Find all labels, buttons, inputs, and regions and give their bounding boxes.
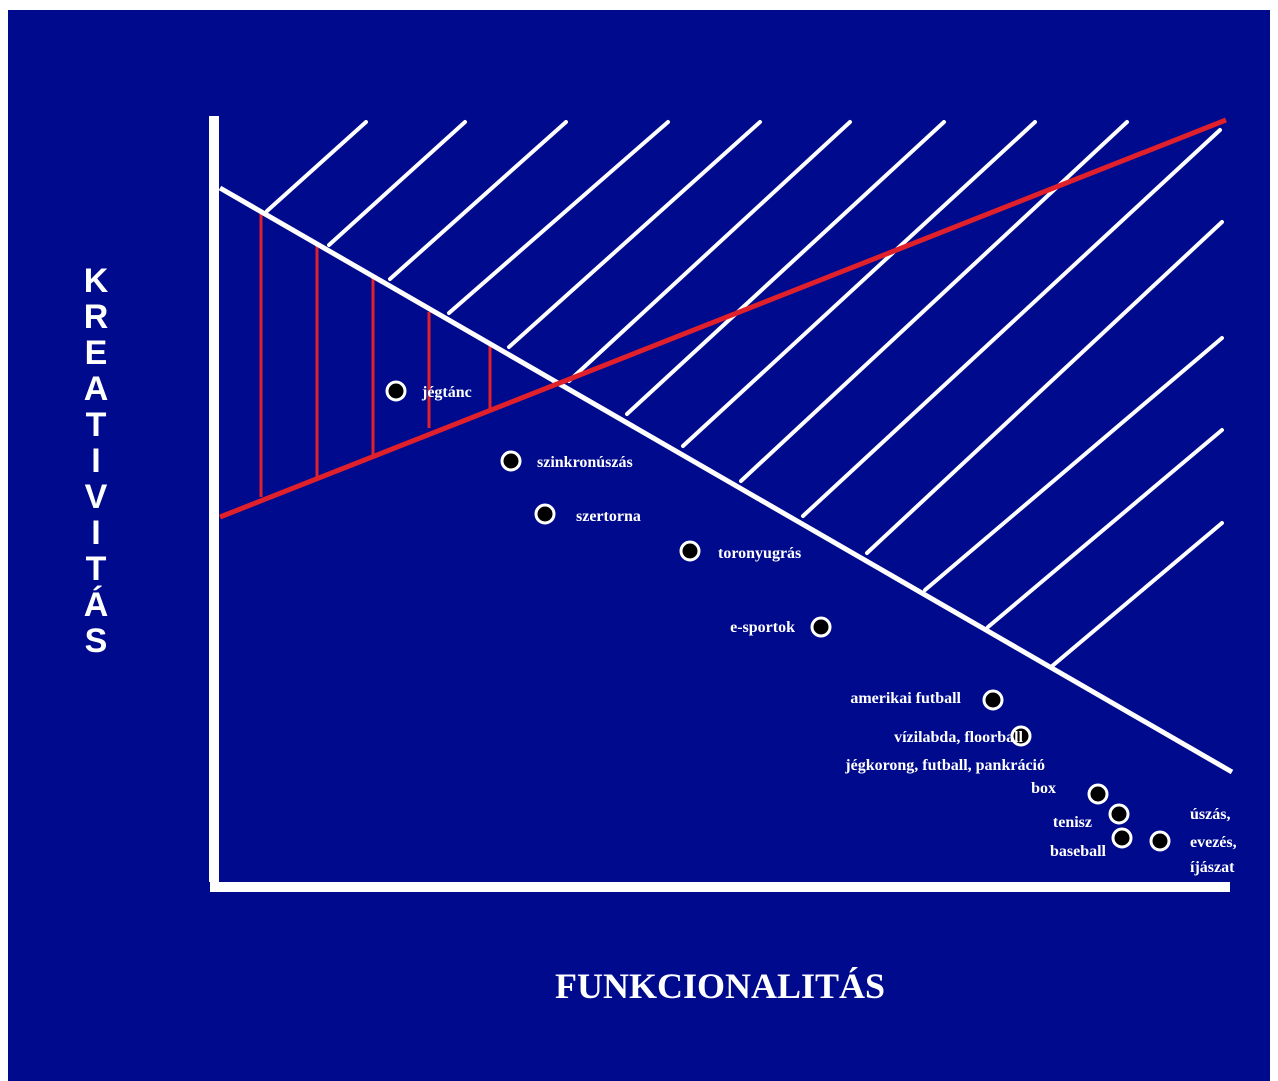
label-amerikai-futball: amerikai futball	[850, 690, 961, 707]
red-hatch-lines	[259, 214, 492, 497]
label-toronyugras: toronyugrás	[718, 545, 801, 562]
hatch-line	[865, 220, 1224, 555]
boundary-line	[218, 185, 1234, 775]
point-box	[1087, 783, 1109, 805]
point-uszas-evezes-ijaszat	[1149, 830, 1171, 852]
point-tenisz	[1108, 803, 1130, 825]
label-vizilabda: vízilabda, floorball	[894, 729, 1023, 746]
y-axis-label-letter: I	[91, 514, 100, 552]
hatch-line	[625, 120, 946, 416]
point-amerikai-futball	[982, 689, 1004, 711]
point-szinkronuszas	[500, 450, 522, 472]
point-vizilabda	[1010, 725, 1032, 747]
x-axis-label: FUNKCIONALITÁS	[555, 966, 885, 1006]
hatch-line	[923, 336, 1224, 592]
label-baseball: baseball	[1050, 843, 1107, 860]
hatch-line	[327, 120, 467, 247]
y-axis-label-letter: S	[85, 622, 108, 660]
label-szinkronuszas: szinkronúszás	[537, 454, 633, 471]
point-toronyugras	[679, 540, 701, 562]
hatch-line	[986, 428, 1224, 629]
red-trend-line	[219, 117, 1227, 520]
label-jegkorong: jégkorong, futball, pankráció	[844, 757, 1045, 774]
hatch-line	[1049, 521, 1224, 669]
point-esportok	[810, 616, 832, 638]
y-axis-label-letter: T	[86, 550, 107, 588]
label-szertorna: szertorna	[576, 508, 641, 525]
hatch-line	[388, 120, 568, 281]
hatch-line	[265, 120, 368, 213]
label-jegtanc: jégtánc	[421, 384, 472, 401]
y-axis-label-letter: I	[91, 442, 100, 480]
hatch-line	[507, 120, 762, 349]
y-axis-label-letter: E	[85, 334, 108, 372]
hatch-lines	[265, 120, 1224, 669]
label-ijaszat: íjászat	[1190, 859, 1235, 876]
y-axis-label-letter: T	[86, 406, 107, 444]
hatch-line	[801, 128, 1222, 518]
y-axis-label-letter: V	[85, 478, 108, 516]
label-uszas: úszás,	[1190, 806, 1230, 823]
point-baseball	[1111, 827, 1133, 849]
hatch-line	[739, 120, 1129, 483]
label-box: box	[1031, 780, 1056, 797]
hatch-line	[447, 120, 670, 315]
hatch-line	[567, 120, 852, 383]
data-points: jégtánc szinkronúszás szertorna toronyug…	[385, 380, 1237, 876]
label-tenisz: tenisz	[1053, 814, 1092, 831]
label-evezes: evezés,	[1190, 834, 1237, 851]
point-jegtanc	[385, 380, 407, 402]
y-axis-label-letter: Á	[84, 586, 109, 624]
y-axis-label-letter: K	[84, 262, 109, 300]
y-axis-label-letter: A	[84, 370, 109, 408]
point-szertorna	[534, 503, 556, 525]
hatch-line	[681, 120, 1037, 448]
y-axis-label-letter: R	[84, 298, 109, 336]
label-esportok: e-sportok	[730, 619, 795, 636]
